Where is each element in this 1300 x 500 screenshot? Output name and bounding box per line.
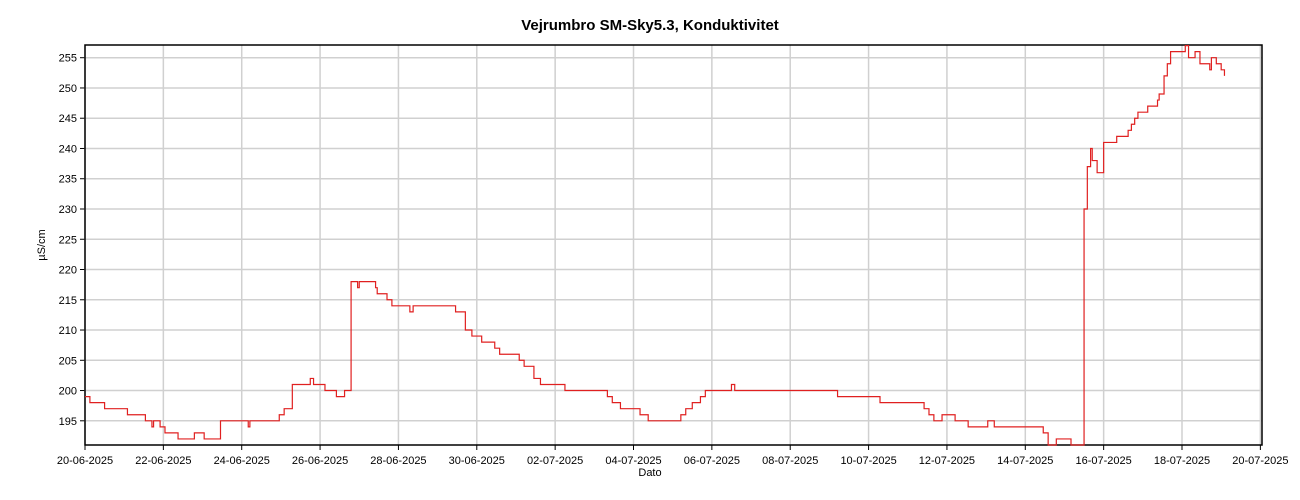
y-tick-label: 200 (59, 386, 77, 398)
x-tick-label: 14-07-2025 (997, 455, 1053, 467)
x-tick-label: 02-07-2025 (527, 455, 583, 467)
x-tick-label: 04-07-2025 (605, 455, 661, 467)
plot-area (85, 45, 1262, 445)
y-axis-label: µS/cm (36, 229, 48, 260)
y-tick-label: 210 (59, 325, 77, 337)
plot-frame (84, 44, 1263, 446)
data-line (85, 45, 1226, 446)
y-tick-label: 225 (59, 234, 77, 246)
chart-title: Vejrumbro SM-Sky5.3, Konduktivitet (521, 17, 779, 34)
y-tick-label: 215 (59, 295, 77, 307)
x-axis-label: Dato (638, 467, 661, 479)
y-tick-label: 255 (59, 53, 77, 65)
y-tick-label: 235 (59, 174, 77, 186)
y-tick-label: 220 (59, 265, 77, 277)
x-tick-label: 26-06-2025 (292, 455, 348, 467)
y-tick-label: 205 (59, 355, 77, 367)
x-tick-label: 12-07-2025 (919, 455, 975, 467)
x-tick-label: 20-07-2025 (1232, 455, 1288, 467)
y-tick-label: 250 (59, 83, 77, 95)
y-tick-label: 230 (59, 204, 77, 216)
y-tick-label: 195 (59, 416, 77, 428)
x-tick-label: 06-07-2025 (684, 455, 740, 467)
x-tick-label: 24-06-2025 (214, 455, 270, 467)
x-tick-label: 16-07-2025 (1076, 455, 1132, 467)
x-tick-label: 30-06-2025 (449, 455, 505, 467)
x-tick-label: 08-07-2025 (762, 455, 818, 467)
x-tick-label: 10-07-2025 (840, 455, 896, 467)
x-tick-label: 22-06-2025 (135, 455, 191, 467)
y-tick-label: 240 (59, 143, 77, 155)
x-tick-label: 18-07-2025 (1154, 455, 1210, 467)
x-tick-label: 28-06-2025 (370, 455, 426, 467)
y-tick-label: 245 (59, 113, 77, 125)
x-tick-label: 20-06-2025 (57, 455, 113, 467)
